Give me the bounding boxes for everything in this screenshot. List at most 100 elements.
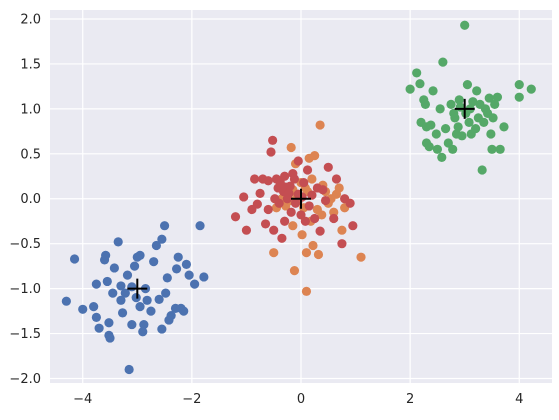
data-point [92,280,101,289]
data-point [149,257,158,266]
data-point [89,302,98,311]
y-tick-label: 0.0 [20,192,41,207]
data-point [486,129,495,138]
data-point [310,151,319,160]
data-point [515,93,524,102]
data-point [231,212,240,221]
data-point [242,226,251,235]
x-axis-ticks: −4 −2 0 2 4 [73,392,523,407]
data-point [321,196,330,205]
data-point [288,221,297,230]
data-point [199,272,208,281]
data-point [426,120,435,129]
data-point [146,306,155,315]
data-point [250,174,259,183]
data-point [438,58,447,67]
data-point [436,104,445,113]
data-point [425,142,434,151]
data-point [70,254,79,263]
y-axis-ticks: −2.0 −1.5 −1.0 −0.5 0.0 0.5 1.0 1.5 2.0 [9,12,41,387]
data-point [280,217,289,226]
data-point [105,333,114,342]
data-point [108,289,117,298]
data-point [314,250,323,259]
data-point [307,174,316,183]
data-point [415,79,424,88]
y-tick-label: 2.0 [20,12,41,27]
data-point [127,320,136,329]
data-point [487,145,496,154]
data-point [287,143,296,152]
data-point [348,221,357,230]
data-point [266,147,275,156]
data-point [478,165,487,174]
data-point [301,217,310,226]
data-point [315,227,324,236]
data-point [62,297,71,306]
data-point [433,145,442,154]
data-point [275,199,284,208]
data-point [303,165,312,174]
data-point [110,263,119,272]
data-point [130,262,139,271]
data-point [101,251,110,260]
data-point [332,174,341,183]
data-point [335,183,344,192]
data-point [471,124,480,133]
y-tick-label: −1.0 [9,282,41,297]
data-point [185,271,194,280]
data-point [299,178,308,187]
data-point [457,131,466,140]
data-point [454,122,463,131]
data-point [127,282,136,291]
data-point [264,176,273,185]
data-point [406,84,415,93]
data-point [315,120,324,129]
y-tick-label: 1.5 [20,57,41,72]
data-point [356,253,365,262]
data-point [280,172,289,181]
data-point [305,201,314,210]
y-tick-label: −1.5 [9,327,41,342]
data-point [264,205,273,214]
data-point [302,287,311,296]
data-point [297,192,306,201]
data-point [114,237,123,246]
data-point [346,199,355,208]
data-point [472,86,481,95]
data-point [118,308,127,317]
data-point [290,174,299,183]
data-point [428,86,437,95]
data-point [337,226,346,235]
x-tick-label: 0 [297,392,305,407]
y-tick-label: −0.5 [9,237,41,252]
data-point [302,248,311,257]
data-point [135,251,144,260]
data-point [261,219,270,228]
data-point [277,234,286,243]
data-point [290,266,299,275]
data-point [161,289,170,298]
x-tick-label: −2 [182,392,201,407]
data-point [269,226,278,235]
data-point [448,145,457,154]
data-point [318,185,327,194]
data-point [103,277,112,286]
data-point [460,21,469,30]
data-point [182,260,191,269]
data-point [104,318,113,327]
data-point [329,214,338,223]
data-point [527,84,536,93]
data-point [446,100,455,109]
data-point [496,145,505,154]
data-point [172,264,181,273]
data-point [123,271,132,280]
data-point [135,302,144,311]
data-point [308,241,317,250]
data-point [78,305,87,314]
data-point [421,100,430,109]
data-point [450,113,459,122]
data-point [239,192,248,201]
data-point [412,68,421,77]
